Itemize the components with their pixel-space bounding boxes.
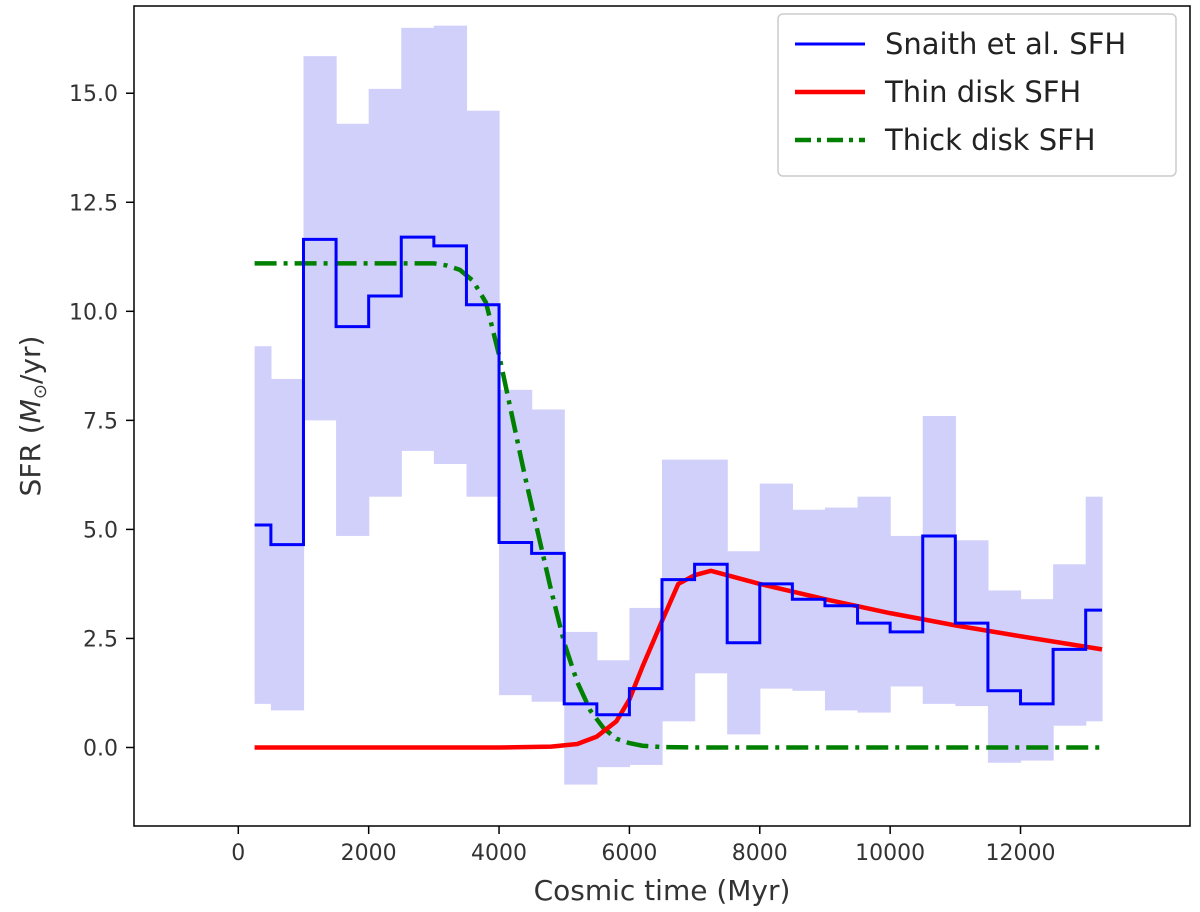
x-tick-label: 0 bbox=[231, 841, 245, 866]
x-tick-label: 10000 bbox=[855, 841, 925, 866]
uncertainty-band-bin bbox=[922, 416, 956, 704]
legend-label-snaith: Snaith et al. SFH bbox=[885, 27, 1126, 61]
x-tick-label: 6000 bbox=[601, 841, 657, 866]
uncertainty-band-bin bbox=[890, 535, 924, 687]
x-axis-label: Cosmic time (Myr) bbox=[534, 874, 791, 907]
uncertainty-band-bin bbox=[824, 507, 859, 711]
legend: Snaith et al. SFH Thin disk SFH Thick di… bbox=[777, 13, 1177, 177]
x-tick-label: 12000 bbox=[986, 841, 1056, 866]
uncertainty-band-bin bbox=[987, 590, 1022, 763]
uncertainty-band-bin bbox=[694, 459, 728, 674]
y-axis: 0.0 2.5 5.0 7.5 10.0 12.5 15.0 bbox=[69, 82, 134, 761]
uncertainty-band-bin bbox=[531, 409, 565, 702]
y-tick-label: 10.0 bbox=[69, 300, 118, 325]
y-tick-label: 2.5 bbox=[83, 627, 118, 652]
y-tick-label: 0.0 bbox=[83, 736, 118, 761]
y-axis-label-symbol: M bbox=[14, 399, 47, 423]
snaith-sfh-line bbox=[254, 235, 1102, 717]
y-tick-label: 7.5 bbox=[83, 409, 118, 434]
legend-label-thick-disk: Thick disk SFH bbox=[884, 123, 1096, 157]
plot-frame bbox=[133, 5, 1191, 827]
y-tick-label: 12.5 bbox=[69, 191, 118, 216]
thick-disk-layer bbox=[254, 261, 1102, 750]
snaith-step-layer bbox=[254, 235, 1102, 717]
y-axis-label-prefix: SFR ( bbox=[14, 423, 47, 496]
uncertainty-band-bin bbox=[857, 496, 891, 713]
thick-disk-sfh-line bbox=[254, 261, 1102, 750]
uncertainty-band-bin bbox=[401, 27, 435, 451]
legend-box bbox=[777, 13, 1177, 177]
y-axis-label-suffix: /yr) bbox=[14, 336, 47, 384]
uncertainty-band-bin bbox=[662, 459, 696, 722]
x-tick-label: 2000 bbox=[341, 841, 397, 866]
y-axis-label: SFR (M⊙/yr) bbox=[14, 336, 51, 497]
uncertainty-band-bin bbox=[336, 123, 370, 536]
uncertainty-band-bin bbox=[368, 88, 402, 497]
x-tick-label: 4000 bbox=[471, 841, 527, 866]
legend-label-thin-disk: Thin disk SFH bbox=[884, 75, 1081, 109]
uncertainty-band-bin bbox=[1020, 599, 1054, 761]
x-tick-label: 8000 bbox=[732, 841, 788, 866]
y-tick-label: 15.0 bbox=[69, 82, 118, 107]
y-axis-label-subscript: ⊙ bbox=[30, 384, 51, 399]
y-tick-label: 5.0 bbox=[83, 518, 118, 543]
x-axis: 0 2000 4000 6000 8000 10000 12000 bbox=[231, 826, 1056, 866]
